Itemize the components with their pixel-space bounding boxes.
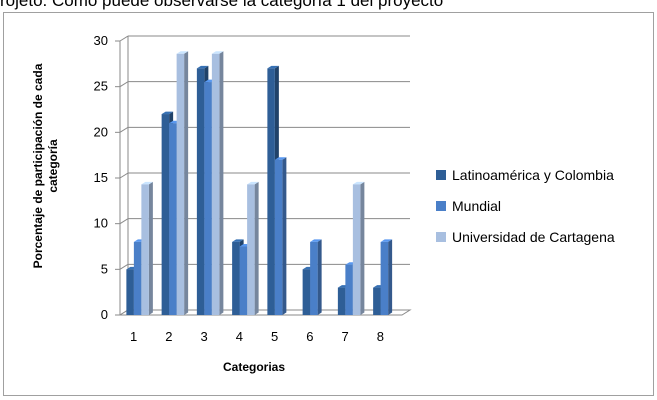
- x-tick-label: 2: [165, 329, 172, 344]
- x-axis-title: Categorias: [223, 360, 285, 374]
- bar-front: [141, 184, 149, 315]
- bar-side: [254, 181, 259, 315]
- bar-2-cat-5: [274, 157, 287, 315]
- bar-front: [239, 246, 248, 315]
- x-tick-label: 7: [342, 329, 349, 344]
- bar-front: [204, 82, 212, 315]
- bar-front: [161, 114, 170, 315]
- legend-swatch: [436, 170, 446, 180]
- x-tick-label: 3: [201, 329, 208, 344]
- legend-swatch: [436, 232, 446, 242]
- bar-front: [211, 53, 220, 315]
- bar-top: [310, 239, 322, 242]
- y-axis-tick-labels: 0 5 10 15 20 25 30: [94, 33, 108, 322]
- bar-front: [337, 287, 346, 315]
- y-tick-label: 0: [101, 307, 108, 322]
- legend-item: Universidad de Cartagena: [436, 229, 615, 245]
- bar-top: [247, 181, 259, 185]
- x-tick-label: 8: [377, 329, 384, 344]
- bar-front: [176, 53, 185, 315]
- legend-label: Universidad de Cartagena: [452, 229, 615, 245]
- bar-side: [282, 157, 287, 315]
- bar-side: [360, 181, 365, 315]
- x-tick-label: 6: [306, 329, 313, 344]
- bar-front: [380, 241, 389, 315]
- x-axis-tick-labels: 1 2 3 4 5 6 7 8: [130, 329, 384, 344]
- bar-top: [196, 65, 209, 69]
- y-axis-title-group: Porcentaje de participación de cada cate…: [31, 63, 60, 268]
- y-tick-label: 5: [101, 261, 108, 276]
- chart-bars: [126, 51, 393, 316]
- y-tick-label: 25: [94, 79, 108, 94]
- bar-front: [133, 241, 142, 315]
- bar-front: [373, 287, 381, 315]
- x-tick-label: 4: [236, 329, 243, 344]
- bar-front: [169, 123, 177, 315]
- gridline-side: [119, 263, 129, 270]
- bar-top: [380, 239, 393, 242]
- bar-side: [148, 181, 153, 315]
- legend-swatch: [436, 201, 446, 211]
- bar-front: [345, 264, 353, 315]
- bar-front: [232, 241, 240, 315]
- y-tick-label: 20: [94, 124, 108, 139]
- bar-front: [302, 269, 311, 315]
- bar-2-cat-6: [310, 239, 322, 315]
- gridline-side: [119, 218, 129, 225]
- bar-front: [352, 184, 361, 315]
- legend-item: Latinoamérica y Colombia: [436, 167, 614, 183]
- bar-front: [196, 68, 205, 316]
- gridline-side: [119, 81, 129, 88]
- y-axis-title-line-2: categoría: [46, 139, 60, 193]
- x-tick-label: 5: [271, 329, 278, 344]
- bar-2-cat-8: [380, 239, 393, 315]
- y-axis-title-line-2-text: categoría: [46, 139, 60, 193]
- bar-front: [126, 269, 134, 315]
- bar-top: [267, 65, 279, 69]
- bar-3-cat-4: [247, 181, 259, 315]
- bar-3-cat-7: [352, 181, 365, 315]
- gridline-side: [119, 35, 129, 42]
- bar-chart: 0 5 10 15 20 25 30 1 2 3 4 5 6 7 8 Categorias Porcent…: [31, 33, 615, 374]
- bar-3-cat-1: [141, 181, 153, 315]
- y-tick-label: 30: [94, 33, 108, 48]
- chart-frame: 0 5 10 15 20 25 30 1 2 3 4 5 6 7 8 Categorias Porcent…: [3, 12, 654, 396]
- bar-top: [274, 157, 287, 160]
- bar-top: [176, 51, 189, 54]
- y-tick-label: 15: [94, 170, 108, 185]
- legend-label: Mundial: [452, 198, 501, 214]
- legend-label: Latinoamérica y Colombia: [452, 167, 614, 183]
- x-tick-label: 1: [130, 329, 137, 344]
- bar-front: [267, 68, 275, 316]
- chart-legend: Latinoamérica y Colombia Mundial Universid…: [436, 167, 615, 245]
- bar-top: [232, 239, 244, 242]
- bar-side: [184, 51, 189, 315]
- legend-item: Mundial: [436, 198, 501, 214]
- bar-side: [317, 239, 322, 315]
- y-axis-title-line-1: Porcentaje de participación de cada: [31, 63, 45, 268]
- bar-side: [219, 51, 224, 315]
- gridline-side: [119, 126, 129, 133]
- gridline-side: [119, 172, 129, 179]
- bar-3-cat-2: [176, 51, 189, 315]
- bar-front: [247, 184, 255, 315]
- bar-front: [274, 159, 283, 315]
- bar-top: [352, 181, 365, 185]
- bar-side: [388, 239, 393, 315]
- y-axis-title-line-1-text: Porcentaje de participación de cada: [31, 63, 45, 268]
- bar-top: [141, 181, 153, 185]
- bar-3-cat-3: [211, 51, 224, 315]
- bar-front: [310, 241, 318, 315]
- bar-top: [211, 51, 224, 54]
- page-caption-text: rojeto. Como puede observarse la categor…: [0, 0, 444, 10]
- bar-top: [161, 111, 174, 115]
- y-tick-label: 10: [94, 216, 108, 231]
